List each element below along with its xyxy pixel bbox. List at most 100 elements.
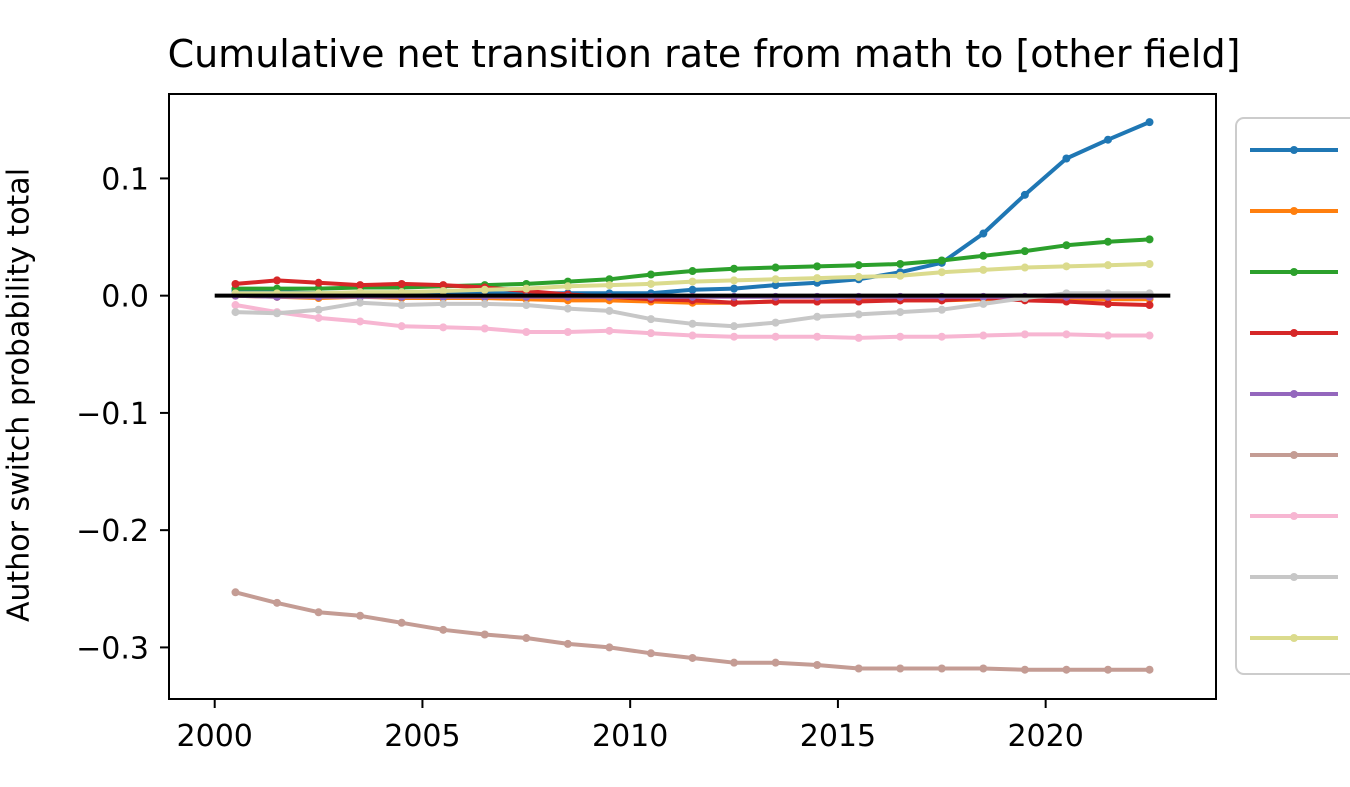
data-point [1062, 665, 1071, 674]
data-point [605, 275, 614, 284]
data-point [480, 630, 489, 639]
data-point [314, 278, 323, 287]
legend-marker [1290, 390, 1298, 398]
data-point [730, 322, 739, 331]
legend-marker [1290, 634, 1298, 642]
data-point [1103, 331, 1112, 340]
data-point [563, 304, 572, 313]
data-point [397, 322, 406, 331]
data-point [439, 323, 448, 332]
data-point [730, 264, 739, 273]
legend-marker [1290, 451, 1298, 459]
data-point [688, 267, 697, 276]
data-point [688, 331, 697, 340]
data-point [771, 658, 780, 667]
data-point [937, 332, 946, 341]
data-point [1103, 261, 1112, 270]
data-point [979, 331, 988, 340]
data-point [896, 308, 905, 317]
legend-marker [1290, 146, 1298, 154]
legend [1235, 117, 1350, 675]
data-point [979, 251, 988, 260]
data-point [231, 308, 240, 317]
series-7 [231, 301, 1154, 342]
y-tick-label: 0.1 [101, 162, 149, 197]
data-point [896, 332, 905, 341]
data-point [1020, 190, 1029, 199]
data-point [937, 664, 946, 673]
data-point [1145, 235, 1154, 244]
series-6 [231, 588, 1154, 674]
data-point [522, 634, 531, 643]
data-point [813, 332, 822, 341]
data-point [522, 301, 531, 310]
data-point [646, 649, 655, 658]
data-point [730, 332, 739, 341]
data-point [273, 309, 282, 318]
x-tick-label: 2010 [592, 719, 668, 754]
data-point [563, 282, 572, 291]
data-point [937, 268, 946, 277]
data-point [314, 313, 323, 322]
data-point [646, 270, 655, 279]
series-9 [231, 260, 1154, 298]
data-point [646, 329, 655, 338]
y-axis-label: Author switch probability total [2, 168, 37, 622]
data-point [231, 588, 240, 597]
data-point [688, 277, 697, 286]
data-point [771, 318, 780, 327]
data-point [979, 299, 988, 308]
data-point [605, 306, 614, 315]
data-point [1020, 330, 1029, 339]
x-tick-label: 2005 [384, 719, 460, 754]
data-point [854, 310, 863, 319]
data-point [771, 263, 780, 272]
data-point [480, 324, 489, 333]
data-point [730, 284, 739, 293]
data-point [730, 658, 739, 667]
axes-frame [168, 93, 1217, 700]
data-point [1062, 241, 1071, 250]
data-point [231, 301, 240, 310]
data-point [314, 608, 323, 617]
y-tick-label: −0.2 [76, 514, 149, 549]
data-point [439, 299, 448, 308]
legend-marker [1290, 329, 1298, 337]
x-tick-label: 2000 [177, 719, 253, 754]
data-point [356, 611, 365, 620]
data-point [730, 276, 739, 285]
data-point [1145, 260, 1154, 269]
data-point [439, 286, 448, 295]
y-tick-label: 0.0 [101, 280, 149, 315]
data-point [1020, 665, 1029, 674]
data-point [646, 279, 655, 288]
data-point [480, 285, 489, 294]
data-point [1145, 331, 1154, 340]
data-point [979, 664, 988, 673]
data-point [1145, 118, 1154, 127]
data-point [397, 301, 406, 310]
data-point [439, 281, 448, 290]
data-point [1103, 135, 1112, 144]
data-point [1062, 330, 1071, 339]
legend-marker [1290, 573, 1298, 581]
data-point [979, 229, 988, 238]
data-point [854, 272, 863, 281]
data-point [688, 285, 697, 294]
data-point [356, 298, 365, 307]
data-point [605, 281, 614, 290]
data-point [688, 653, 697, 662]
data-point [937, 256, 946, 265]
data-point [813, 312, 822, 321]
data-point [397, 279, 406, 288]
data-point [854, 333, 863, 342]
data-point [563, 328, 572, 337]
data-point [605, 326, 614, 335]
data-point [771, 332, 780, 341]
chart-title: Cumulative net transition rate from math… [168, 32, 1241, 76]
y-tick-label: −0.3 [76, 631, 149, 666]
data-point [688, 319, 697, 328]
data-point [356, 281, 365, 290]
data-point [273, 276, 282, 285]
data-point [522, 284, 531, 293]
